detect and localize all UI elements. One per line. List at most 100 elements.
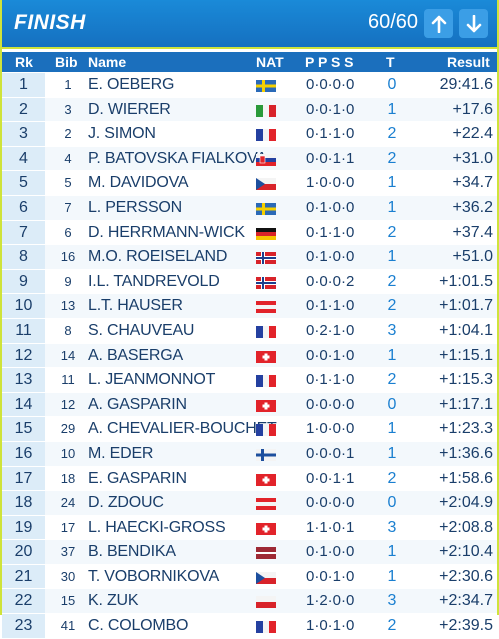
athlete-name[interactable]: K. ZUK — [88, 592, 139, 610]
flag-icon — [256, 571, 276, 584]
penalty-cell: 0·1·0·0 — [306, 198, 355, 216]
table-row[interactable]: 6 7 L. PERSSON 0·1·0·0 1 +36.2 — [2, 195, 497, 221]
rank-cell: 15 — [2, 417, 45, 441]
penalty-cell: 0·1·0·0 — [306, 248, 355, 266]
rank-cell: 22 — [2, 589, 45, 614]
results-count: 60/60 — [368, 11, 419, 33]
result-cell: +2:08.8 — [439, 518, 493, 536]
penalty-cell: 0·0·0·0 — [306, 494, 355, 512]
athlete-name[interactable]: D. ZDOUC — [88, 494, 164, 512]
table-row[interactable]: 23 41 C. COLOMBO 1·0·1·0 2 +2:39.5 — [2, 614, 497, 639]
table-row[interactable]: 9 9 I.L. TANDREVOLD 0·0·0·2 2 +1:01.5 — [2, 269, 497, 295]
bib-cell: 37 — [60, 544, 76, 560]
athlete-name[interactable]: S. CHAUVEAU — [88, 321, 195, 339]
bib-cell: 15 — [60, 593, 76, 609]
rank-cell: 17 — [2, 466, 45, 491]
rank-cell: 23 — [2, 614, 45, 638]
flag-icon — [256, 621, 276, 634]
result-cell: +34.7 — [452, 174, 493, 192]
total-penalty-cell: 1 — [387, 198, 397, 216]
table-row[interactable]: 12 14 A. BASERGA 0·0·1·0 1 +1:15.1 — [2, 343, 497, 369]
result-cell: +2:30.6 — [439, 567, 493, 585]
table-row[interactable]: 16 10 M. EDER 0·0·0·1 1 +1:36.6 — [2, 441, 497, 467]
table-row[interactable]: 14 12 A. GASPARIN 0·0·0·0 0 +1:17.1 — [2, 392, 497, 418]
athlete-name[interactable]: T. VOBORNIKOVA — [88, 567, 220, 585]
athlete-name[interactable]: L. HAECKI-GROSS — [88, 518, 226, 536]
rank-cell: 4 — [2, 146, 45, 171]
rank-cell: 1 — [2, 73, 45, 97]
result-cell: +2:10.4 — [439, 543, 493, 561]
table-row[interactable]: 21 30 T. VOBORNIKOVA 0·0·1·0 1 +2:30.6 — [2, 564, 497, 590]
table-row[interactable]: 19 17 L. HAECKI-GROSS 1·1·0·1 3 +2:08.8 — [2, 515, 497, 541]
scroll-down-button[interactable] — [459, 9, 488, 38]
athlete-name[interactable]: L. JEANMONNOT — [88, 371, 216, 389]
athlete-name[interactable]: M. DAVIDOVA — [88, 174, 189, 192]
athlete-name[interactable]: D. HERRMANN-WICK — [88, 223, 245, 241]
table-row[interactable]: 13 11 L. JEANMONNOT 0·1·1·0 2 +1:15.3 — [2, 368, 497, 393]
athlete-name[interactable]: E. OEBERG — [88, 76, 175, 93]
table-row[interactable]: 10 13 L.T. HAUSER 0·1·1·0 2 +1:01.7 — [2, 294, 497, 319]
bib-cell: 17 — [60, 519, 76, 535]
col-bib: Bib — [55, 54, 78, 70]
penalty-cell: 0·0·1·1 — [306, 149, 355, 167]
total-penalty-cell: 1 — [387, 346, 397, 364]
table-row[interactable]: 17 18 E. GASPARIN 0·0·1·1 2 +1:58.6 — [2, 466, 497, 492]
athlete-name[interactable]: M. EDER — [88, 444, 154, 462]
flag-icon — [256, 325, 276, 338]
bib-cell: 2 — [64, 126, 72, 142]
rank-cell: 13 — [2, 368, 45, 392]
flag-icon — [256, 448, 276, 461]
col-t: T — [386, 54, 395, 70]
bib-cell: 11 — [61, 372, 75, 388]
penalty-cell: 0·1·0·0 — [306, 543, 355, 561]
arrow-down-icon — [466, 14, 481, 32]
total-penalty-cell: 0 — [387, 395, 397, 413]
total-penalty-cell: 2 — [387, 125, 397, 143]
table-row[interactable]: 22 15 K. ZUK 1·2·0·0 3 +2:34.7 — [2, 589, 497, 615]
finish-title: FINISH — [14, 11, 86, 34]
penalty-cell: 1·0·1·0 — [306, 617, 355, 635]
athlete-name[interactable]: D. WIERER — [88, 100, 171, 118]
flag-icon — [256, 276, 276, 289]
athlete-name[interactable]: P. BATOVSKA FIALKOVA — [88, 149, 267, 167]
table-row[interactable]: 1 1 E. OEBERG 0·0·0·0 0 29:41.6 — [2, 73, 497, 98]
result-cell: +1:23.3 — [439, 420, 493, 438]
table-row[interactable]: 11 8 S. CHAUVEAU 0·2·1·0 3 +1:04.1 — [2, 318, 497, 344]
total-penalty-cell: 3 — [387, 592, 397, 610]
penalty-cell: 1·1·0·1 — [306, 518, 355, 536]
athlete-name[interactable]: B. BENDIKA — [88, 543, 176, 561]
table-row[interactable]: 3 2 J. SIMON 0·1·1·0 2 +22.4 — [2, 122, 497, 147]
athlete-name[interactable]: I.L. TANDREVOLD — [88, 272, 220, 290]
table-row[interactable]: 8 16 M.O. ROEISELAND 0·1·0·0 1 +51.0 — [2, 245, 497, 270]
athlete-name[interactable]: J. SIMON — [88, 125, 156, 143]
bib-cell: 24 — [60, 495, 76, 511]
result-cell: +1:17.1 — [439, 395, 493, 413]
athlete-name[interactable]: A. GASPARIN — [88, 395, 187, 413]
athlete-name[interactable]: L. PERSSON — [88, 198, 183, 216]
flag-icon — [256, 80, 276, 92]
results-panel: FINISH 60/60 — [0, 0, 499, 615]
athlete-name[interactable]: A. CHEVALIER-BOUCHET — [88, 420, 277, 438]
athlete-name[interactable]: L.T. HAUSER — [88, 297, 183, 315]
athlete-name[interactable]: A. BASERGA — [88, 346, 183, 364]
athlete-name[interactable]: C. COLOMBO — [88, 617, 189, 635]
table-row[interactable]: 2 3 D. WIERER 0·0·1·0 1 +17.6 — [2, 97, 497, 123]
table-row[interactable]: 7 6 D. HERRMANN-WICK 0·1·1·0 2 +37.4 — [2, 220, 497, 246]
flag-icon — [256, 424, 276, 437]
penalty-cell: 1·2·0·0 — [306, 592, 355, 610]
athlete-name[interactable]: M.O. ROEISELAND — [88, 248, 228, 266]
table-row[interactable]: 5 5 M. DAVIDOVA 1·0·0·0 1 +34.7 — [2, 171, 497, 196]
flag-icon — [256, 547, 276, 560]
result-cell: +37.4 — [452, 223, 493, 241]
total-penalty-cell: 3 — [387, 518, 397, 536]
bib-cell: 30 — [60, 568, 76, 584]
table-row[interactable]: 18 24 D. ZDOUC 0·0·0·0 0 +2:04.9 — [2, 491, 497, 516]
table-row[interactable]: 4 4 P. BATOVSKA FIALKOVA 0·0·1·1 2 +31.0 — [2, 146, 497, 172]
result-cell: +1:15.3 — [439, 371, 493, 389]
athlete-name[interactable]: E. GASPARIN — [88, 469, 187, 487]
table-row[interactable]: 20 37 B. BENDIKA 0·1·0·0 1 +2:10.4 — [2, 540, 497, 565]
result-cell: +1:01.5 — [439, 272, 493, 290]
scroll-up-button[interactable] — [424, 9, 453, 38]
table-row[interactable]: 15 29 A. CHEVALIER-BOUCHET 1·0·0·0 1 +1:23.3 — [2, 417, 497, 442]
result-cell: +22.4 — [452, 125, 493, 143]
